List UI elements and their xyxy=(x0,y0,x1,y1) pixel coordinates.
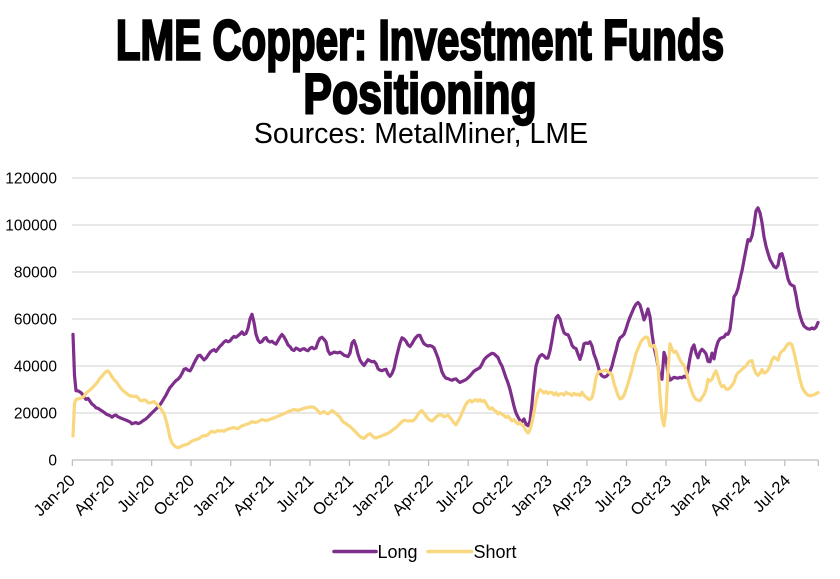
svg-text:Short: Short xyxy=(474,542,517,562)
svg-text:100000: 100000 xyxy=(5,218,57,235)
svg-text:40000: 40000 xyxy=(14,359,57,376)
svg-text:Long: Long xyxy=(378,542,418,562)
svg-text:Positioning: Positioning xyxy=(303,61,536,125)
svg-text:60000: 60000 xyxy=(14,312,57,329)
svg-text:Sources: MetalMiner, LME: Sources: MetalMiner, LME xyxy=(254,118,588,150)
svg-text:20000: 20000 xyxy=(14,406,57,423)
svg-text:0: 0 xyxy=(48,453,57,470)
svg-text:120000: 120000 xyxy=(5,171,57,188)
svg-text:80000: 80000 xyxy=(14,265,57,282)
svg-text:LME Copper: Investment Funds: LME Copper: Investment Funds xyxy=(116,9,724,72)
